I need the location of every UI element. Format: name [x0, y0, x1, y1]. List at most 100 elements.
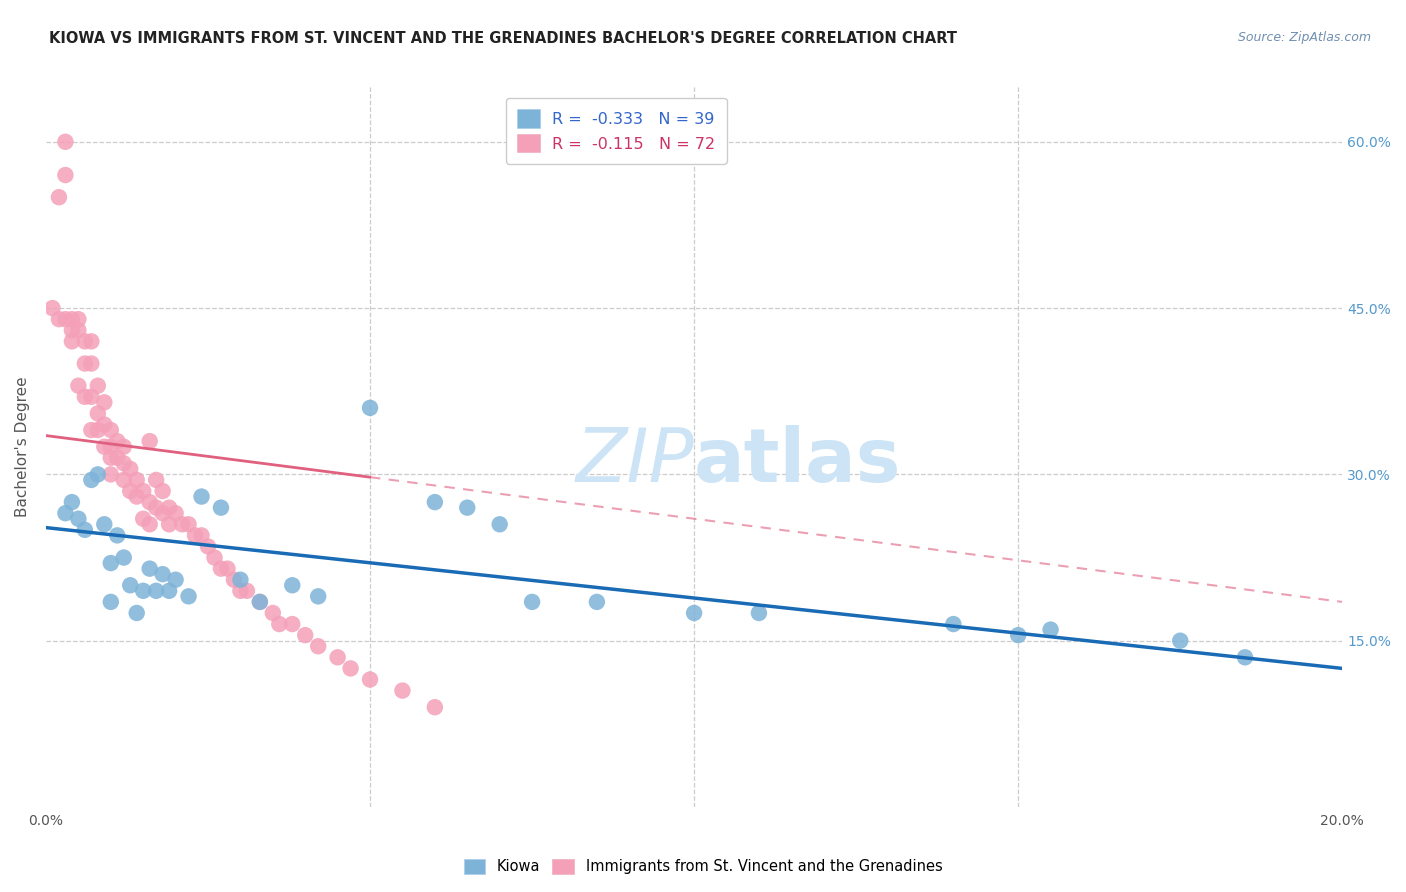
Point — [172, 517, 194, 532]
Point — [80, 423, 103, 437]
Point — [520, 595, 543, 609]
Point — [73, 390, 96, 404]
Point — [942, 617, 965, 632]
Point — [190, 490, 212, 504]
Point — [165, 573, 187, 587]
Point — [93, 395, 115, 409]
Point — [152, 567, 174, 582]
Point — [48, 190, 70, 204]
Point — [456, 500, 478, 515]
Point — [177, 517, 200, 532]
Point — [209, 561, 232, 575]
Point — [339, 661, 361, 675]
Point — [105, 450, 128, 465]
Point — [184, 528, 207, 542]
Point — [125, 473, 148, 487]
Point — [60, 323, 83, 337]
Point — [249, 595, 271, 609]
Point — [120, 483, 142, 498]
Legend: Kiowa, Immigrants from St. Vincent and the Grenadines: Kiowa, Immigrants from St. Vincent and t… — [458, 853, 948, 880]
Point — [93, 417, 115, 432]
Point — [80, 473, 103, 487]
Point — [93, 517, 115, 532]
Point — [67, 512, 90, 526]
Point — [138, 517, 160, 532]
Point — [488, 517, 510, 532]
Point — [197, 540, 219, 554]
Point — [60, 334, 83, 349]
Point — [683, 606, 706, 620]
Point — [132, 512, 155, 526]
Point — [157, 583, 180, 598]
Point — [100, 450, 122, 465]
Point — [87, 406, 110, 420]
Point — [55, 506, 77, 520]
Point — [67, 323, 90, 337]
Point — [48, 312, 70, 326]
Point — [73, 523, 96, 537]
Point — [67, 312, 90, 326]
Point — [87, 423, 110, 437]
Point — [157, 517, 180, 532]
Point — [73, 357, 96, 371]
Point — [145, 473, 167, 487]
Point — [120, 462, 142, 476]
Point — [132, 483, 155, 498]
Point — [269, 617, 291, 632]
Point — [73, 334, 96, 349]
Point — [60, 495, 83, 509]
Point — [229, 583, 252, 598]
Text: KIOWA VS IMMIGRANTS FROM ST. VINCENT AND THE GRENADINES BACHELOR'S DEGREE CORREL: KIOWA VS IMMIGRANTS FROM ST. VINCENT AND… — [49, 31, 957, 46]
Point — [217, 561, 239, 575]
Point — [423, 700, 446, 714]
Point — [294, 628, 316, 642]
Point — [100, 556, 122, 570]
Point — [55, 168, 77, 182]
Point — [80, 390, 103, 404]
Point — [1007, 628, 1029, 642]
Point — [359, 673, 381, 687]
Point — [222, 573, 245, 587]
Point — [326, 650, 349, 665]
Point — [281, 578, 304, 592]
Point — [80, 334, 103, 349]
Point — [748, 606, 770, 620]
Point — [100, 467, 122, 482]
Text: atlas: atlas — [695, 425, 901, 498]
Point — [204, 550, 226, 565]
Point — [112, 456, 135, 470]
Point — [138, 561, 160, 575]
Text: Source: ZipAtlas.com: Source: ZipAtlas.com — [1237, 31, 1371, 45]
Point — [125, 606, 148, 620]
Point — [145, 583, 167, 598]
Point — [120, 578, 142, 592]
Point — [307, 590, 329, 604]
Point — [145, 500, 167, 515]
Point — [586, 595, 609, 609]
Point — [209, 500, 232, 515]
Point — [112, 440, 135, 454]
Point — [55, 135, 77, 149]
Point — [249, 595, 271, 609]
Point — [229, 573, 252, 587]
Point — [165, 506, 187, 520]
Point — [138, 434, 160, 449]
Point — [112, 550, 135, 565]
Point — [41, 301, 63, 315]
Point — [1234, 650, 1257, 665]
Point — [262, 606, 284, 620]
Point — [423, 495, 446, 509]
Point — [138, 495, 160, 509]
Point — [1168, 633, 1191, 648]
Point — [359, 401, 381, 415]
Text: ZIP: ZIP — [575, 425, 695, 497]
Point — [80, 357, 103, 371]
Point — [236, 583, 259, 598]
Point — [157, 500, 180, 515]
Point — [67, 378, 90, 392]
Point — [60, 312, 83, 326]
Point — [281, 617, 304, 632]
Point — [105, 434, 128, 449]
Point — [152, 483, 174, 498]
Point — [93, 440, 115, 454]
